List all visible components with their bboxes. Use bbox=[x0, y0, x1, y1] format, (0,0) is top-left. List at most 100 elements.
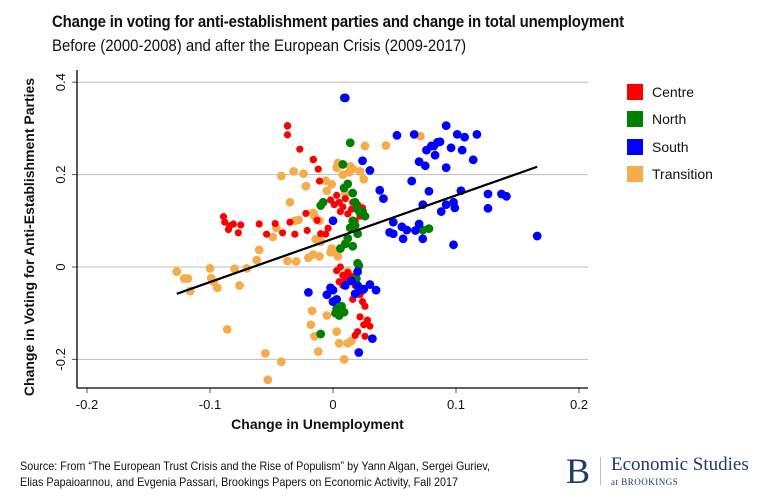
legend-label: Transition bbox=[652, 166, 713, 183]
legend-item-south: South bbox=[627, 133, 713, 161]
x-tick-label: 0 bbox=[329, 397, 336, 412]
x-tick-label: -0.1 bbox=[199, 397, 221, 412]
data-point-south bbox=[457, 145, 467, 155]
data-point-south bbox=[441, 121, 451, 131]
data-point-transition bbox=[291, 257, 301, 266]
data-point-transition bbox=[276, 357, 286, 367]
x-tick-label: -0.2 bbox=[76, 397, 98, 412]
data-point-north bbox=[337, 301, 347, 311]
data-point-south bbox=[468, 155, 478, 165]
data-point-north bbox=[345, 223, 355, 233]
data-point-south bbox=[358, 156, 367, 166]
data-point-transition bbox=[339, 355, 349, 364]
data-point-south bbox=[472, 130, 482, 139]
data-point-south bbox=[388, 217, 398, 227]
brookings-b-logo-icon: B bbox=[566, 451, 591, 491]
x-tick-label: 0.2 bbox=[570, 397, 588, 412]
legend-item-transition: Transition bbox=[627, 161, 713, 189]
legend-item-north: North bbox=[627, 106, 713, 134]
data-point-transition bbox=[322, 311, 332, 320]
data-point-centre bbox=[309, 156, 317, 164]
data-point-transition bbox=[299, 169, 308, 179]
data-point-north bbox=[338, 160, 348, 169]
data-point-south bbox=[340, 93, 350, 103]
data-point-south bbox=[483, 189, 493, 199]
data-point-centre bbox=[347, 205, 356, 213]
data-point-centre bbox=[286, 218, 294, 226]
data-point-centre bbox=[303, 226, 311, 235]
data-point-south bbox=[328, 216, 338, 226]
y-tick-label: 0 bbox=[53, 263, 68, 270]
y-axis-title: Change in Voting for Anti-Establishment … bbox=[21, 78, 37, 396]
data-point-transition bbox=[283, 256, 292, 266]
data-point-transition bbox=[313, 347, 323, 356]
data-point-transition bbox=[355, 166, 365, 176]
data-point-transition bbox=[360, 141, 370, 151]
data-point-transition bbox=[268, 232, 278, 242]
data-point-south bbox=[375, 185, 385, 195]
data-point-north bbox=[335, 244, 345, 253]
gridlines bbox=[77, 81, 588, 360]
data-point-transition bbox=[183, 274, 193, 283]
data-point-centre bbox=[283, 122, 292, 130]
legend: Centre North South Transition bbox=[627, 78, 713, 188]
data-point-south bbox=[418, 234, 428, 244]
legend-label: South bbox=[652, 138, 689, 155]
logo-sub-text: at BROOKINGS bbox=[611, 477, 679, 487]
data-point-north bbox=[348, 241, 358, 251]
data-point-south bbox=[414, 219, 424, 229]
y-tick-label: 0.4 bbox=[53, 73, 68, 91]
data-point-transition bbox=[304, 253, 313, 263]
data-point-transition bbox=[260, 348, 270, 358]
data-point-south bbox=[449, 240, 458, 250]
data-point-transition bbox=[315, 251, 324, 261]
data-point-south bbox=[365, 166, 375, 175]
legend-swatch-centre bbox=[627, 83, 643, 100]
data-point-transition bbox=[334, 338, 344, 348]
data-point-south bbox=[441, 163, 451, 173]
legend-swatch-north bbox=[627, 111, 643, 128]
data-point-centre bbox=[221, 218, 229, 226]
data-point-south bbox=[532, 231, 542, 241]
data-point-south bbox=[420, 161, 430, 171]
data-point-transition bbox=[322, 186, 332, 196]
data-point-centre bbox=[302, 209, 310, 218]
legend-swatch-transition bbox=[627, 166, 643, 183]
data-point-centre bbox=[361, 302, 369, 310]
data-point-south bbox=[450, 203, 460, 213]
data-point-centre bbox=[234, 229, 242, 237]
brookings-logo: B Economic Studies at BROOKINGS bbox=[566, 453, 749, 489]
data-point-transition bbox=[348, 164, 358, 174]
axes: -0.2 0 0.2 0.4 -0.2 -0.1 0 0.1 0.2 bbox=[53, 70, 588, 412]
data-point-centre bbox=[351, 331, 359, 339]
data-point-centre bbox=[356, 313, 364, 321]
data-point-north bbox=[343, 179, 353, 189]
data-point-south bbox=[435, 137, 445, 147]
legend-label: North bbox=[652, 111, 687, 128]
chart-subtitle: Before (2000-2008) and after the Europea… bbox=[52, 36, 467, 55]
data-point-south bbox=[411, 226, 420, 235]
data-point-transition bbox=[307, 306, 317, 316]
data-point-transition bbox=[294, 215, 303, 225]
data-point-centre bbox=[255, 220, 263, 228]
data-point-transition bbox=[332, 327, 342, 337]
data-point-centre bbox=[237, 221, 245, 229]
data-point-transition bbox=[327, 179, 337, 189]
data-point-north bbox=[318, 197, 328, 207]
legend-item-centre: Centre bbox=[627, 78, 713, 106]
x-tick-label: 0.1 bbox=[447, 397, 465, 412]
data-point-centre bbox=[262, 230, 271, 238]
data-point-south bbox=[502, 191, 511, 201]
data-point-transition bbox=[222, 324, 232, 334]
data-point-transition bbox=[359, 174, 369, 184]
data-point-south bbox=[353, 267, 362, 277]
data-point-transition bbox=[301, 181, 311, 191]
chart-title: Change in voting for anti-establishment … bbox=[52, 12, 624, 31]
data-point-transition bbox=[252, 255, 262, 265]
data-point-transition bbox=[205, 263, 215, 273]
data-point-transition bbox=[276, 171, 286, 181]
data-point-centre bbox=[283, 131, 292, 139]
source-note: Source: From “The European Trust Crisis … bbox=[20, 458, 490, 490]
data-point-transition bbox=[347, 336, 356, 346]
data-point-centre bbox=[219, 213, 228, 221]
